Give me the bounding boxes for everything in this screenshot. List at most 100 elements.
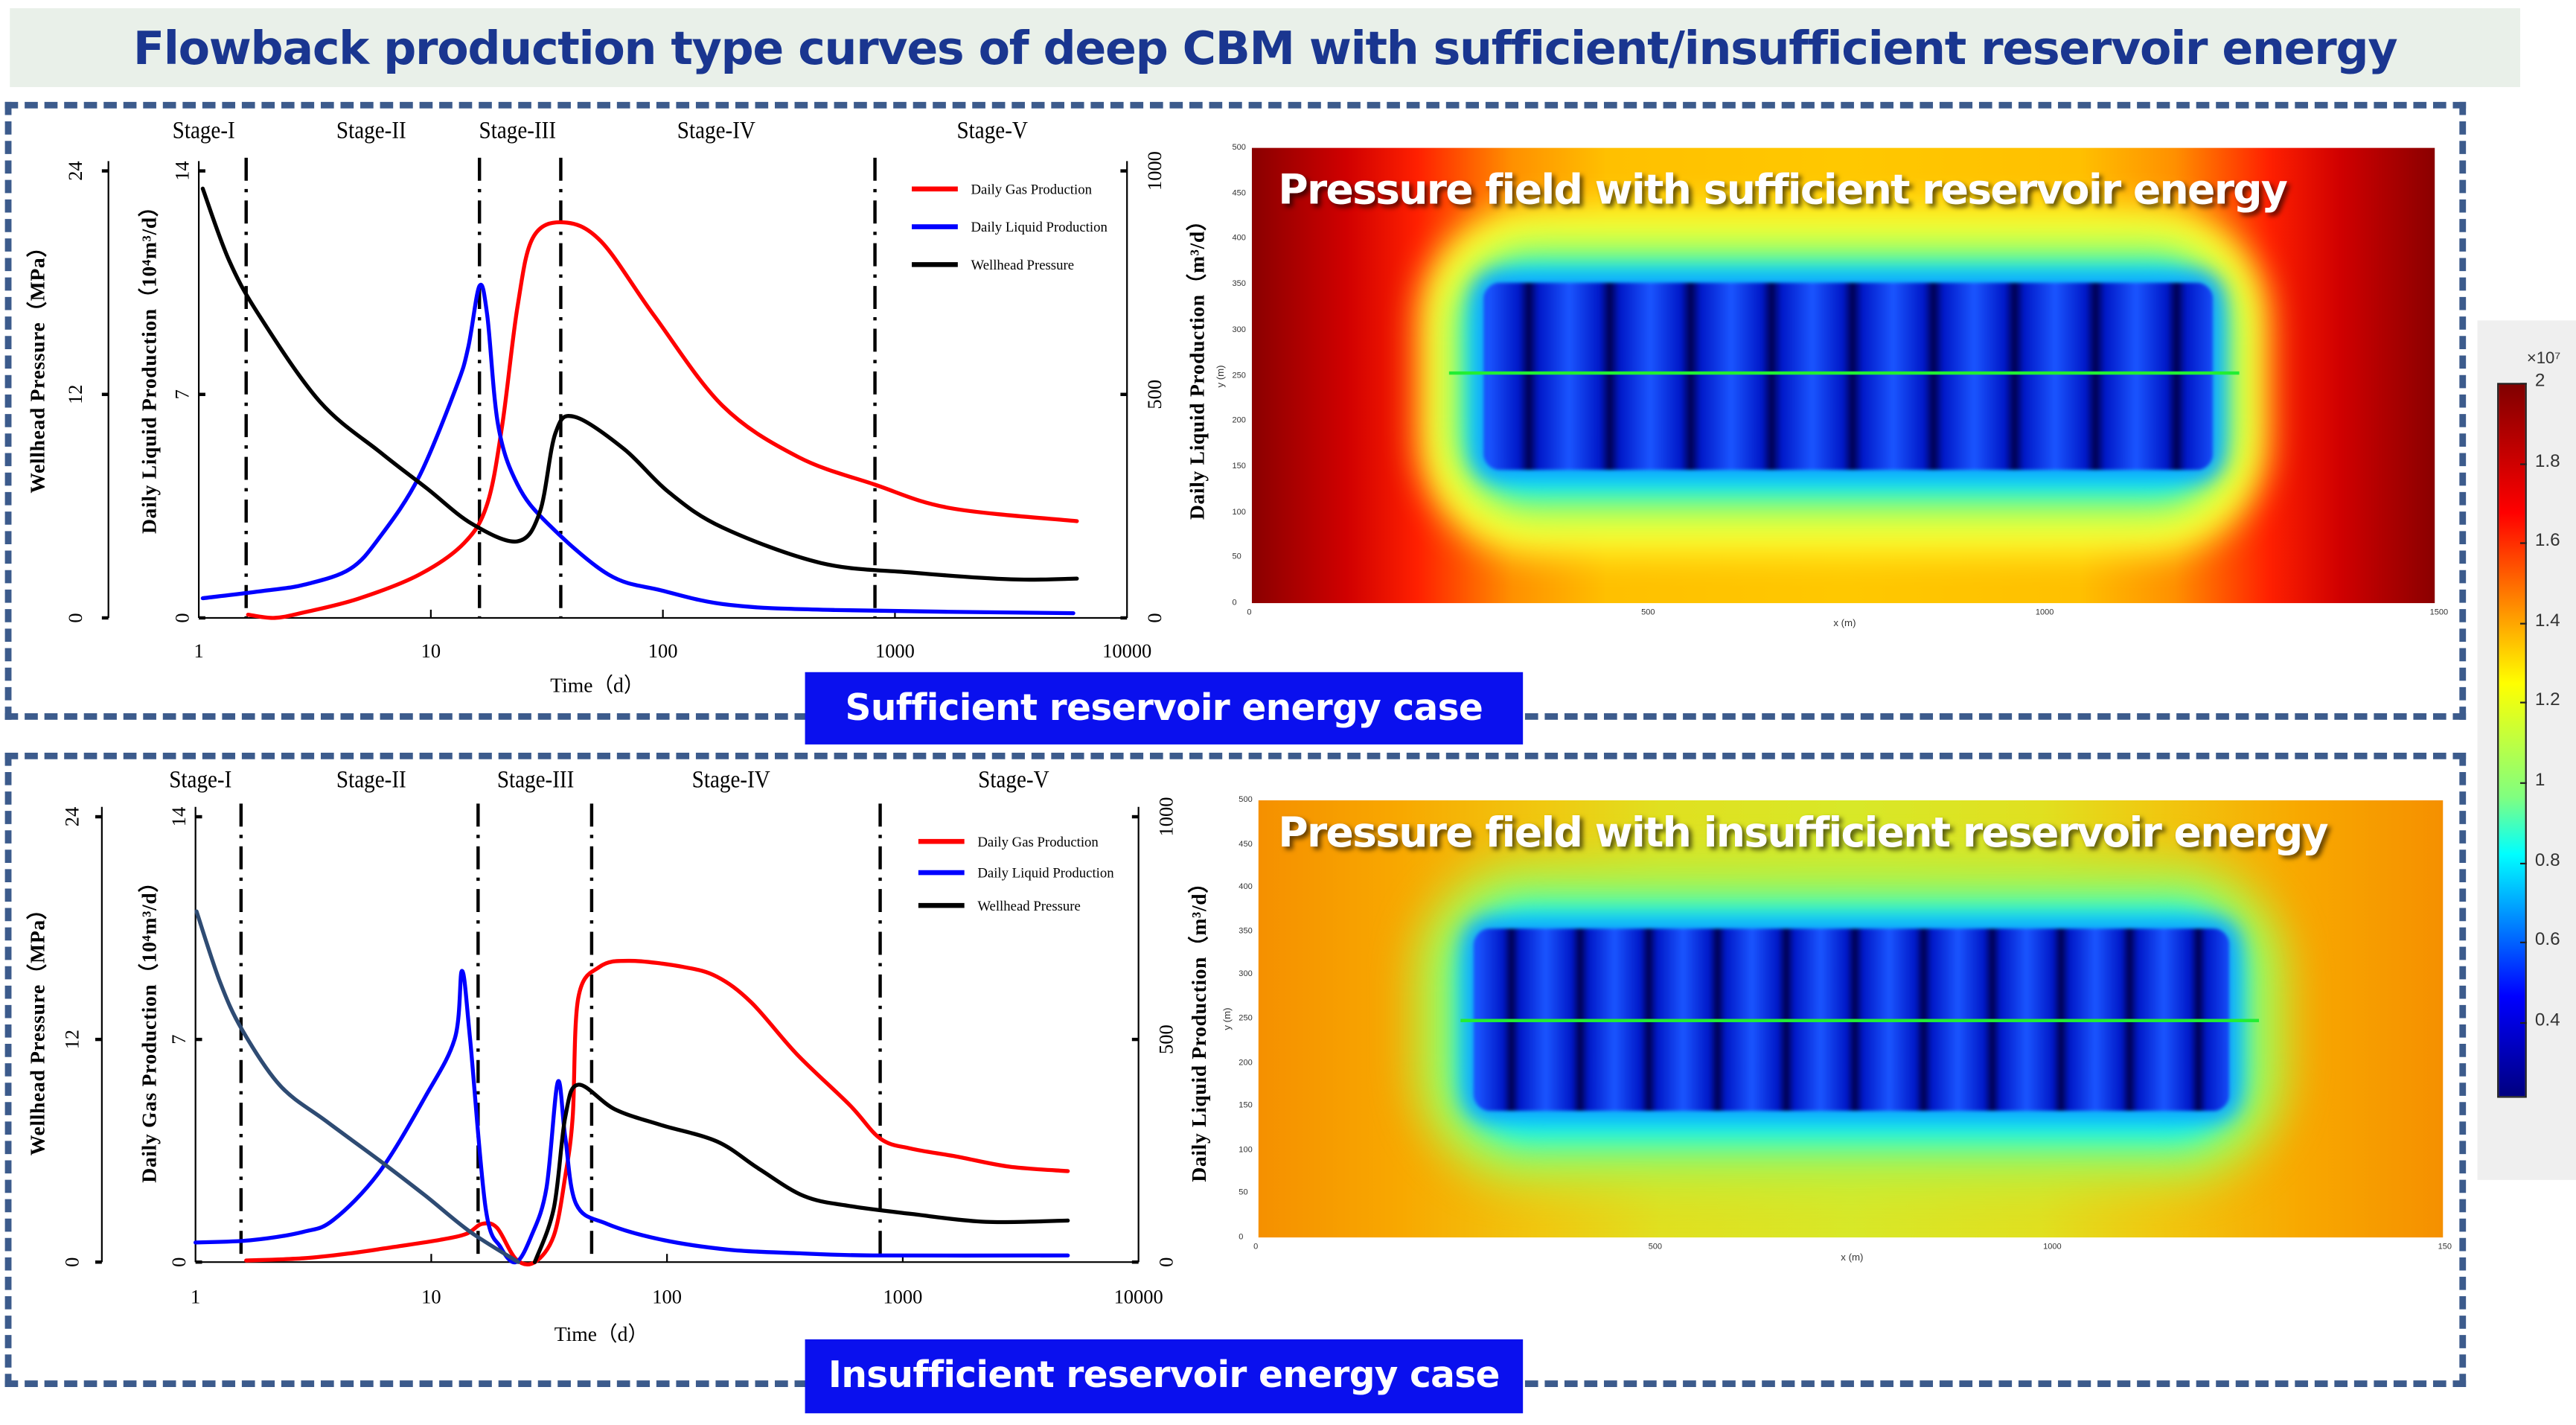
- heatmap-y-tick: 450: [1232, 188, 1246, 199]
- colorbar-tick: [2519, 942, 2527, 944]
- y-tick-label: 0: [1143, 613, 1166, 622]
- y-tick-label: 7: [167, 1035, 190, 1045]
- heatmap-y-tick: 300: [1239, 970, 1253, 981]
- stage-label: Stage-III: [479, 116, 556, 144]
- legend-label: Daily Gas Production: [977, 835, 1099, 850]
- y-tick-label: 7: [170, 389, 193, 399]
- case-label-sufficient: Sufficient reservoir energy case: [805, 672, 1524, 745]
- y-tick-label: 24: [64, 161, 86, 180]
- stage-label: Stage-III: [497, 765, 574, 793]
- heatmap-y-tick: 500: [1232, 143, 1246, 153]
- heatmap-y-tick: 250: [1239, 1013, 1253, 1024]
- series-line-daily-gas-production: [244, 958, 1070, 1266]
- heatmap-x-tick: 500: [1648, 1242, 1663, 1252]
- stage-label: Stage-I: [169, 765, 231, 793]
- heatmap-x-tick: 150: [2438, 1242, 2452, 1252]
- x-tick-label: 10000: [1114, 1285, 1163, 1307]
- x-tick-label: 1000: [883, 1285, 922, 1307]
- heatmap-title: Pressure field with sufficient reservoir…: [1278, 165, 2288, 214]
- title-banner: Flowback production type curves of deep …: [10, 8, 2520, 87]
- x-axis-label: Time（d）: [550, 673, 644, 696]
- heatmap-y-label: y (m): [1217, 364, 1227, 387]
- colorbar-tick: [2519, 383, 2527, 385]
- colorbar-tick: [2519, 861, 2527, 864]
- stage-label: Stage-I: [173, 116, 235, 144]
- colorbar-multiplier: ×10⁷: [2526, 350, 2561, 369]
- wellbore-line: [1460, 1018, 2260, 1022]
- wellbore-line: [1449, 371, 2240, 374]
- heatmap-y-tick: 100: [1232, 507, 1246, 517]
- chart-sufficient: 0 12 24 Wellhead Pressure（MPa） 0 7 14 Daily Liq…: [25, 116, 1208, 697]
- series-line-pressure-early: [194, 909, 521, 1264]
- heatmap-y-tick: 150: [1239, 1101, 1253, 1112]
- colorbar-tick: [2519, 462, 2527, 465]
- heatmap-y-label: y (m): [1224, 1007, 1234, 1030]
- colorbar-tick-label: 0.6: [2534, 930, 2560, 951]
- heatmap-y-tick: 200: [1239, 1057, 1253, 1068]
- colorbar-tick: [2519, 622, 2527, 625]
- colorbar-tick-label: 1.8: [2534, 451, 2560, 471]
- heatmap-y-tick: 50: [1232, 552, 1241, 563]
- y-tick-label: 1000: [1143, 151, 1166, 191]
- stage-label: Stage-V: [978, 765, 1049, 793]
- stage-label: Stage-II: [336, 116, 406, 144]
- heatmap-y-tick: 150: [1232, 462, 1246, 472]
- colorbar-tick-label: 1.4: [2534, 611, 2560, 631]
- heatmap-x-tick: 0: [1253, 1242, 1259, 1252]
- heatmap-x-label: x (m): [1833, 619, 1856, 630]
- stage-label: Stage-V: [956, 116, 1028, 144]
- colorbar-tick: [2519, 542, 2527, 545]
- figure-title: Flowback production type curves of deep …: [132, 20, 2398, 75]
- heatmap-y-tick: 200: [1232, 415, 1246, 427]
- colorbar-tick-label: 2: [2534, 371, 2545, 392]
- x-tick-label: 10: [421, 640, 441, 662]
- legend-label: Daily Liquid Production: [971, 220, 1108, 235]
- fracture-region: [1483, 282, 2214, 470]
- heatmap-y-tick: 500: [1239, 795, 1253, 806]
- x-tick-label: 100: [652, 1285, 682, 1307]
- y-tick-label: 12: [60, 1030, 83, 1049]
- x-tick-label: 1000: [875, 640, 915, 662]
- y-tick-label: 500: [1154, 1024, 1177, 1054]
- series-line-daily-liquid-production: [200, 282, 1076, 616]
- x-tick-label: 100: [648, 640, 678, 662]
- pressure-heatmap-insufficient: Pressure field with insufficient reservo…: [1258, 800, 2444, 1238]
- y-tick-label: 0: [60, 1257, 83, 1267]
- heatmap-x-tick: 0: [1247, 608, 1252, 618]
- colorbar-tick: [2519, 1021, 2527, 1024]
- legend-label: Daily Liquid Production: [977, 866, 1114, 882]
- colorbar-tick: [2519, 782, 2527, 784]
- heatmap-y-tick: 100: [1239, 1145, 1253, 1155]
- legend-label: Wellhead Pressure: [971, 258, 1075, 273]
- y-tick-label: 14: [170, 161, 193, 180]
- x-tick-label: 10000: [1102, 640, 1151, 662]
- pressure-heatmap-sufficient: Pressure field with sufficient reservoir…: [1251, 147, 2435, 604]
- y-axis-label: Wellhead Pressure（MPa）: [25, 236, 48, 493]
- colorbar-tick-label: 1: [2534, 771, 2545, 791]
- heatmap-y-tick: 350: [1239, 926, 1253, 937]
- colorbar-tick: [2519, 702, 2527, 704]
- heatmap-y-tick: 400: [1239, 882, 1253, 893]
- y-tick-label: 14: [167, 807, 190, 826]
- heatmap-x-tick: 1000: [2043, 1242, 2062, 1252]
- y-tick-label: 1000: [1154, 797, 1177, 837]
- y-axis-label: Daily Liquid Production（10⁴m³/d）: [137, 196, 160, 534]
- case-label-insufficient: Insufficient reservoir energy case: [805, 1339, 1524, 1414]
- y-tick-label: 0: [64, 613, 86, 622]
- series-line-wellhead-pressure: [532, 1083, 1070, 1264]
- y-tick-label: 12: [64, 385, 86, 404]
- stage-label: Stage-IV: [692, 765, 771, 793]
- x-axis-label: Time（d）: [554, 1322, 648, 1345]
- colorbar-tick-label: 1.6: [2534, 531, 2560, 551]
- y-tick-label: 0: [1154, 1257, 1177, 1267]
- y-tick-label: 500: [1143, 380, 1166, 409]
- heatmap-y-tick: 450: [1239, 839, 1253, 849]
- x-tick-label: 1: [191, 1285, 200, 1307]
- y-tick-label: 0: [170, 613, 193, 622]
- series-line-wellhead-pressure: [200, 186, 1079, 582]
- y-axis-label: Daily Gas Production（10⁴m³/d）: [137, 871, 160, 1182]
- stage-label: Stage-II: [336, 765, 406, 793]
- heatmap-y-tick: 0: [1239, 1232, 1244, 1243]
- legend-label: Daily Gas Production: [971, 182, 1093, 197]
